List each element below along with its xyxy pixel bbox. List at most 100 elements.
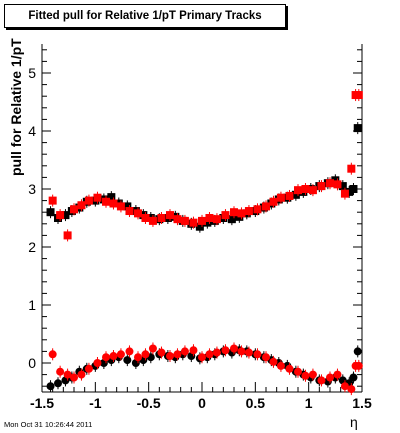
- mean-point: [180, 216, 189, 225]
- mean-point: [345, 187, 354, 196]
- mean-point: [212, 215, 221, 224]
- sigma-point: [93, 359, 102, 367]
- mean-point: [116, 202, 125, 211]
- mean-point: [227, 215, 236, 224]
- mean-point: [157, 214, 166, 222]
- mean-point: [244, 207, 253, 216]
- mean-point: [262, 202, 270, 211]
- sigma-point: [77, 370, 86, 379]
- mean-point: [84, 196, 93, 205]
- mean-point: [77, 201, 86, 210]
- mean-point: [349, 185, 358, 193]
- mean-point: [317, 182, 326, 191]
- mean-point: [109, 199, 118, 208]
- mean-point: [189, 218, 198, 227]
- x-tick-label: 1: [305, 395, 313, 411]
- mean-point: [134, 209, 142, 218]
- mean-point: [46, 208, 55, 217]
- sigma-point: [347, 385, 356, 394]
- x-tick-label: -1.5: [30, 395, 54, 411]
- y-axis-label: pull for Relative 1/pT: [8, 38, 24, 176]
- mean-point: [338, 182, 347, 191]
- mean-point: [48, 196, 57, 205]
- data-marks: [46, 89, 363, 396]
- mean-point: [253, 205, 262, 214]
- sigma-point: [353, 347, 362, 356]
- mean-point: [354, 91, 363, 100]
- sigma-point: [317, 376, 326, 385]
- y-tick-label: 3: [28, 181, 36, 197]
- sigma-point: [198, 353, 206, 362]
- x-tick-label: -0.5: [137, 395, 161, 411]
- mean-point: [93, 193, 102, 202]
- mean-point: [148, 216, 157, 225]
- mean-point: [221, 211, 230, 220]
- sigma-point: [221, 346, 230, 355]
- sigma-point: [285, 364, 294, 373]
- mean-point: [276, 193, 285, 202]
- mean-point: [269, 197, 278, 206]
- mean-point: [347, 164, 356, 173]
- mean-point: [291, 190, 300, 199]
- y-tick-label: 2: [28, 239, 36, 255]
- mean-point: [301, 185, 310, 193]
- sigma-point: [46, 382, 55, 391]
- sigma-point: [125, 347, 134, 356]
- mean-point: [141, 214, 150, 222]
- sigma-point: [301, 371, 310, 380]
- mean-point: [285, 191, 294, 200]
- sigma-point: [205, 350, 214, 359]
- x-tick-label: 1.5: [352, 395, 372, 411]
- sigma-point: [354, 361, 363, 370]
- series-1: [48, 89, 363, 396]
- sigma-point: [189, 346, 198, 355]
- y-tick-label: 1: [28, 297, 36, 313]
- x-axis-label: η: [350, 414, 358, 430]
- mean-point: [308, 186, 317, 195]
- sigma-point: [166, 352, 174, 361]
- mean-point: [331, 176, 340, 185]
- mean-point: [102, 197, 110, 206]
- sigma-point: [294, 367, 302, 376]
- x-tick-label: 0.5: [246, 395, 266, 411]
- sigma-point: [212, 348, 221, 357]
- sigma-point: [237, 347, 246, 356]
- sigma-point: [230, 344, 238, 353]
- mean-point: [70, 205, 78, 214]
- sigma-point: [141, 350, 150, 359]
- y-tick-label: 5: [28, 65, 36, 81]
- axes: 0 1 2 3 4 5 -1.5 -1 -0.5 0 0.5 1 1.5: [28, 49, 372, 411]
- mean-point: [326, 179, 334, 188]
- sigma-point: [56, 367, 65, 376]
- mean-point: [166, 211, 174, 220]
- sigma-point: [340, 382, 349, 391]
- sigma-point: [116, 350, 125, 359]
- mean-point: [230, 208, 238, 217]
- mean-point: [198, 216, 206, 225]
- y-tick-label: 0: [28, 355, 36, 371]
- mean-point: [294, 186, 302, 195]
- mean-point: [107, 193, 116, 202]
- sigma-point: [173, 350, 182, 359]
- sigma-point: [326, 373, 334, 382]
- sigma-point: [134, 353, 142, 362]
- sigma-point: [253, 350, 262, 359]
- mean-point: [203, 218, 212, 227]
- sigma-point: [109, 352, 118, 361]
- sigma-point: [244, 348, 253, 357]
- sigma-point: [333, 370, 342, 379]
- x-tick-label: -1: [89, 395, 102, 411]
- mean-point: [56, 211, 65, 220]
- mean-point: [63, 231, 72, 240]
- y-tick-label: 4: [28, 123, 36, 139]
- series-0: [46, 122, 362, 393]
- mean-point: [61, 211, 70, 220]
- mean-point: [123, 202, 132, 211]
- sigma-point: [48, 350, 57, 359]
- mean-point: [125, 207, 134, 216]
- sigma-point: [269, 357, 278, 366]
- sigma-point: [54, 379, 62, 388]
- mean-point: [173, 215, 182, 224]
- sigma-point: [123, 356, 132, 365]
